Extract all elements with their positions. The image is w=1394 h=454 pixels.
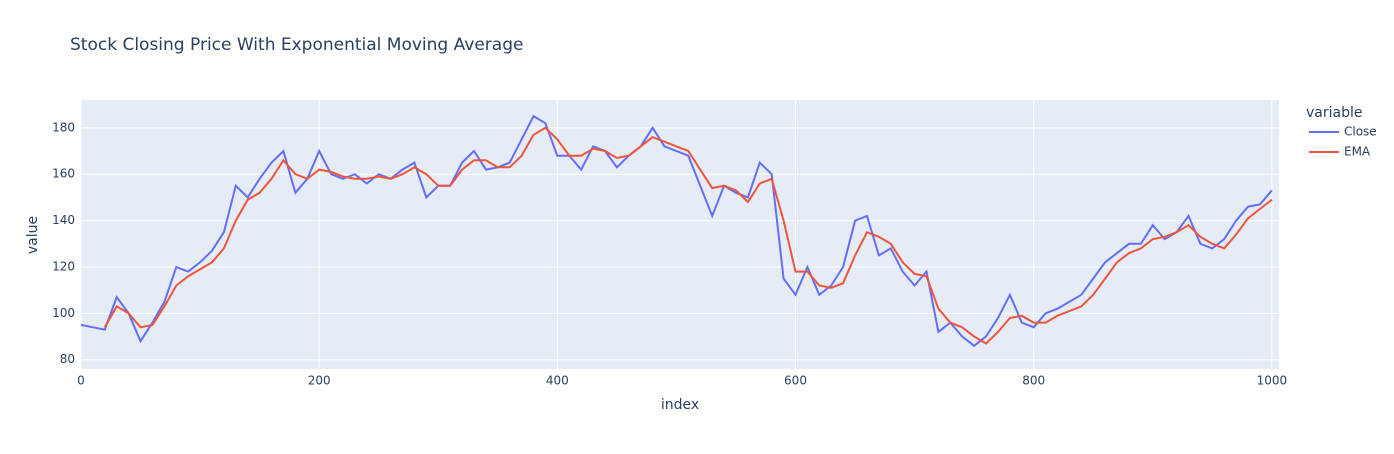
- legend-title: variable: [1306, 105, 1362, 121]
- series-line: [103, 126, 1273, 345]
- y-tick-label: 140: [52, 213, 75, 227]
- legend-label: EMA: [1344, 145, 1371, 159]
- y-tick-label: 80: [60, 352, 75, 366]
- y-axis-title: value: [25, 216, 41, 254]
- legend-label: Close: [1344, 125, 1377, 139]
- y-tick-label: 120: [52, 259, 75, 273]
- y-tick-label: 180: [52, 120, 75, 134]
- chart-title: Stock Closing Price With Exponential Mov…: [70, 35, 523, 55]
- series-line: [80, 114, 1273, 348]
- y-tick-label: 160: [52, 167, 75, 181]
- x-tick-label: 1000: [1257, 374, 1288, 388]
- x-tick-label: 200: [308, 374, 331, 388]
- x-tick-label: 400: [546, 374, 569, 388]
- x-tick-label: 0: [77, 374, 85, 388]
- plot-area: [81, 100, 1279, 369]
- y-tick-label: 100: [52, 306, 75, 320]
- x-tick-label: 800: [1022, 374, 1045, 388]
- x-tick-label: 600: [784, 374, 807, 388]
- x-axis-title: index: [661, 397, 699, 413]
